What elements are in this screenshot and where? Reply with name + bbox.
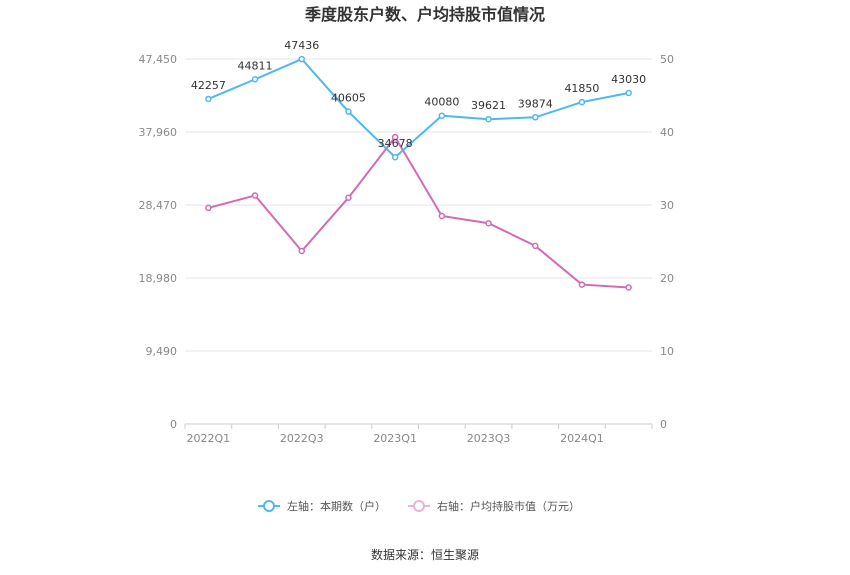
x-axis-ticks: 2022Q1 2022Q3 2023Q1 2023Q3 2024Q1 [184, 424, 653, 445]
series-line-market-value [208, 135, 629, 289]
legend-label-market-value: 右轴：户均持股市值（万元） [437, 499, 580, 513]
point-market-value[interactable] [578, 281, 586, 288]
point-households[interactable] [625, 89, 632, 97]
legend-item-households[interactable]: 左轴：本期数（户） [258, 499, 386, 513]
point-market-value[interactable] [485, 220, 492, 227]
right-tick-label: 40 [660, 126, 674, 139]
x-tick-label: 2022Q1 [187, 432, 231, 445]
right-tick-label: 50 [660, 53, 674, 66]
left-tick-label: 9,490 [146, 345, 178, 358]
point-market-value[interactable] [205, 204, 212, 212]
point-households[interactable] [205, 95, 212, 103]
x-tick-label: 2023Q3 [467, 432, 511, 445]
point-market-value[interactable] [298, 247, 305, 255]
data-label-households: 47436 [284, 39, 319, 52]
point-households[interactable] [578, 98, 586, 106]
point-market-value[interactable] [345, 194, 352, 201]
series-layer: 42257 44811 47436 40605 34678 40080 39621 39874… [191, 39, 646, 291]
left-tick-label: 0 [170, 418, 177, 431]
point-households[interactable] [391, 153, 399, 161]
point-market-value[interactable] [625, 284, 632, 291]
right-tick-label: 20 [660, 272, 674, 285]
left-tick-label: 28,470 [139, 199, 178, 212]
data-label-households: 39874 [518, 97, 553, 110]
x-tick-label: 2024Q1 [560, 432, 604, 445]
grid [185, 58, 652, 425]
point-households[interactable] [485, 115, 492, 123]
point-households[interactable] [345, 108, 352, 115]
left-axis-ticks: 0 9,490 18,980 28,470 37,960 47,450 [139, 53, 178, 431]
data-label-households: 40080 [424, 96, 459, 109]
legend-marker-market-value [413, 500, 425, 512]
left-tick-label: 47,450 [139, 53, 178, 66]
point-households[interactable] [532, 114, 539, 121]
data-label-households: 40605 [331, 92, 366, 105]
x-tick-label: 2022Q3 [280, 432, 324, 445]
legend-item-market-value[interactable]: 右轴：户均持股市值（万元） [408, 499, 580, 513]
right-tick-label: 0 [660, 418, 667, 431]
source-note: 数据来源：恒生聚源 [371, 547, 479, 562]
chart-title: 季度股东户数、户均持股市值情况 [304, 5, 545, 24]
point-households[interactable] [251, 76, 259, 83]
point-households[interactable] [438, 112, 446, 119]
legend-marker-households [263, 500, 275, 512]
data-label-households: 41850 [564, 82, 599, 95]
right-tick-label: 30 [660, 199, 674, 212]
data-label-households: 42257 [191, 79, 226, 92]
data-label-households: 43030 [611, 73, 646, 86]
data-label-households: 34678 [378, 137, 413, 150]
data-label-households: 44811 [238, 59, 273, 72]
right-axis-ticks: 0 10 20 30 40 50 [660, 53, 674, 431]
point-market-value[interactable] [438, 212, 446, 220]
x-tick-label: 2023Q1 [373, 432, 417, 445]
legend-label-households: 左轴：本期数（户） [287, 499, 386, 513]
point-market-value[interactable] [532, 242, 539, 250]
legend: 左轴：本期数（户） 右轴：户均持股市值（万元） [258, 499, 580, 513]
left-tick-label: 37,960 [139, 126, 178, 139]
left-tick-label: 18,980 [139, 272, 178, 285]
point-market-value[interactable] [391, 133, 399, 141]
point-market-value[interactable] [251, 192, 259, 199]
point-households[interactable] [298, 55, 305, 63]
series-line-households [207, 57, 629, 159]
data-label-households: 39621 [471, 99, 506, 112]
right-tick-label: 10 [660, 345, 674, 358]
